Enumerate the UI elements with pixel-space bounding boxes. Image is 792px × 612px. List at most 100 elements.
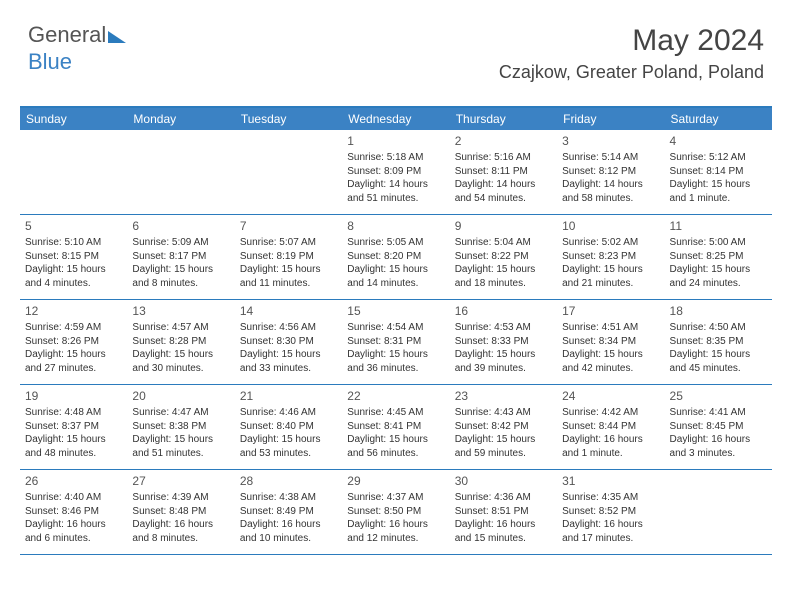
header-right: May 2024 Czajkow, Greater Poland, Poland — [499, 24, 764, 83]
day-header: Wednesday — [342, 108, 449, 130]
sunset-text: Sunset: 8:34 PM — [562, 335, 659, 349]
logo-triangle-icon — [108, 23, 126, 49]
calendar-day: 29Sunrise: 4:37 AMSunset: 8:50 PMDayligh… — [342, 470, 449, 554]
day-number: 16 — [455, 303, 552, 319]
day-number: 24 — [562, 388, 659, 404]
daylight-text: Daylight: 15 hours and 4 minutes. — [25, 263, 122, 290]
daylight-text: Daylight: 15 hours and 1 minute. — [670, 178, 767, 205]
sunset-text: Sunset: 8:38 PM — [132, 420, 229, 434]
sunset-text: Sunset: 8:35 PM — [670, 335, 767, 349]
sunrise-text: Sunrise: 4:43 AM — [455, 406, 552, 420]
sunrise-text: Sunrise: 5:00 AM — [670, 236, 767, 250]
sunrise-text: Sunrise: 4:48 AM — [25, 406, 122, 420]
logo-prefix: General — [28, 22, 106, 47]
sunset-text: Sunset: 8:41 PM — [347, 420, 444, 434]
logo: General Blue — [28, 22, 126, 75]
day-number: 26 — [25, 473, 122, 489]
sunset-text: Sunset: 8:40 PM — [240, 420, 337, 434]
daylight-text: Daylight: 16 hours and 3 minutes. — [670, 433, 767, 460]
day-number: 19 — [25, 388, 122, 404]
daylight-text: Daylight: 15 hours and 27 minutes. — [25, 348, 122, 375]
daylight-text: Daylight: 15 hours and 11 minutes. — [240, 263, 337, 290]
sunset-text: Sunset: 8:51 PM — [455, 505, 552, 519]
day-number: 2 — [455, 133, 552, 149]
daylight-text: Daylight: 16 hours and 6 minutes. — [25, 518, 122, 545]
day-number: 14 — [240, 303, 337, 319]
calendar-day: 18 Sunrise: 4:50 AMSunset: 8:35 PMDayligh… — [665, 300, 772, 384]
calendar-day: 15Sunrise: 4:54 AMSunset: 8:31 PMDayligh… — [342, 300, 449, 384]
calendar-week: 19Sunrise: 4:48 AMSunset: 8:37 PMDayligh… — [20, 385, 772, 470]
day-number: 3 — [562, 133, 659, 149]
sunrise-text: Sunrise: 4:57 AM — [132, 321, 229, 335]
day-number: 13 — [132, 303, 229, 319]
sunrise-text: Sunrise: 4:47 AM — [132, 406, 229, 420]
daylight-text: Daylight: 16 hours and 10 minutes. — [240, 518, 337, 545]
calendar-week: 1Sunrise: 5:18 AMSunset: 8:09 PMDaylight… — [20, 130, 772, 215]
calendar-day: 10Sunrise: 5:02 AMSunset: 8:23 PMDayligh… — [557, 215, 664, 299]
sunset-text: Sunset: 8:48 PM — [132, 505, 229, 519]
calendar-week: 26Sunrise: 4:40 AMSunset: 8:46 PMDayligh… — [20, 470, 772, 555]
calendar-day: 8Sunrise: 5:05 AMSunset: 8:20 PMDaylight… — [342, 215, 449, 299]
calendar-day: 9Sunrise: 5:04 AMSunset: 8:22 PMDaylight… — [450, 215, 557, 299]
calendar-day: 11Sunrise: 5:00 AMSunset: 8:25 PMDayligh… — [665, 215, 772, 299]
sunrise-text: Sunrise: 4:45 AM — [347, 406, 444, 420]
daylight-text: Daylight: 15 hours and 30 minutes. — [132, 348, 229, 375]
calendar-week: 12Sunrise: 4:59 AMSunset: 8:26 PMDayligh… — [20, 300, 772, 385]
sunrise-text: Sunrise: 5:12 AM — [670, 151, 767, 165]
calendar-day — [665, 470, 772, 554]
daylight-text: Daylight: 14 hours and 51 minutes. — [347, 178, 444, 205]
sunrise-text: Sunrise: 5:10 AM — [25, 236, 122, 250]
sunrise-text: Sunrise: 4:59 AM — [25, 321, 122, 335]
sunset-text: Sunset: 8:52 PM — [562, 505, 659, 519]
day-number: 10 — [562, 218, 659, 234]
daylight-text: Daylight: 15 hours and 53 minutes. — [240, 433, 337, 460]
sunrise-text: Sunrise: 4:50 AM — [670, 321, 767, 335]
day-header: Thursday — [450, 108, 557, 130]
calendar-day: 7Sunrise: 5:07 AMSunset: 8:19 PMDaylight… — [235, 215, 342, 299]
sunrise-text: Sunrise: 5:16 AM — [455, 151, 552, 165]
sunrise-text: Sunrise: 5:09 AM — [132, 236, 229, 250]
sunset-text: Sunset: 8:17 PM — [132, 250, 229, 264]
sunset-text: Sunset: 8:44 PM — [562, 420, 659, 434]
calendar-day: 21Sunrise: 4:46 AMSunset: 8:40 PMDayligh… — [235, 385, 342, 469]
sunset-text: Sunset: 8:20 PM — [347, 250, 444, 264]
daylight-text: Daylight: 16 hours and 12 minutes. — [347, 518, 444, 545]
sunset-text: Sunset: 8:50 PM — [347, 505, 444, 519]
sunset-text: Sunset: 8:26 PM — [25, 335, 122, 349]
sunrise-text: Sunrise: 4:53 AM — [455, 321, 552, 335]
day-header: Tuesday — [235, 108, 342, 130]
day-header: Monday — [127, 108, 234, 130]
daylight-text: Daylight: 15 hours and 42 minutes. — [562, 348, 659, 375]
calendar-day: 27Sunrise: 4:39 AMSunset: 8:48 PMDayligh… — [127, 470, 234, 554]
day-number: 18 — [670, 303, 767, 319]
day-number: 30 — [455, 473, 552, 489]
calendar-day: 20Sunrise: 4:47 AMSunset: 8:38 PMDayligh… — [127, 385, 234, 469]
sunset-text: Sunset: 8:14 PM — [670, 165, 767, 179]
day-number: 12 — [25, 303, 122, 319]
daylight-text: Daylight: 15 hours and 45 minutes. — [670, 348, 767, 375]
sunrise-text: Sunrise: 4:37 AM — [347, 491, 444, 505]
calendar-day: 22Sunrise: 4:45 AMSunset: 8:41 PMDayligh… — [342, 385, 449, 469]
calendar-header-row: SundayMondayTuesdayWednesdayThursdayFrid… — [20, 108, 772, 130]
sunrise-text: Sunrise: 4:39 AM — [132, 491, 229, 505]
day-number: 17 — [562, 303, 659, 319]
day-number: 31 — [562, 473, 659, 489]
sunset-text: Sunset: 8:15 PM — [25, 250, 122, 264]
daylight-text: Daylight: 15 hours and 18 minutes. — [455, 263, 552, 290]
daylight-text: Daylight: 16 hours and 17 minutes. — [562, 518, 659, 545]
day-number: 6 — [132, 218, 229, 234]
day-number: 20 — [132, 388, 229, 404]
sunrise-text: Sunrise: 4:46 AM — [240, 406, 337, 420]
day-header: Saturday — [665, 108, 772, 130]
sunset-text: Sunset: 8:09 PM — [347, 165, 444, 179]
day-number: 1 — [347, 133, 444, 149]
sunset-text: Sunset: 8:33 PM — [455, 335, 552, 349]
sunset-text: Sunset: 8:19 PM — [240, 250, 337, 264]
calendar-day: 1 Sunrise: 5:18 AMSunset: 8:09 PMDaylight… — [342, 130, 449, 214]
day-number: 9 — [455, 218, 552, 234]
sunrise-text: Sunrise: 5:18 AM — [347, 151, 444, 165]
sunset-text: Sunset: 8:46 PM — [25, 505, 122, 519]
calendar-day: 19Sunrise: 4:48 AMSunset: 8:37 PMDayligh… — [20, 385, 127, 469]
daylight-text: Daylight: 16 hours and 15 minutes. — [455, 518, 552, 545]
day-number: 27 — [132, 473, 229, 489]
